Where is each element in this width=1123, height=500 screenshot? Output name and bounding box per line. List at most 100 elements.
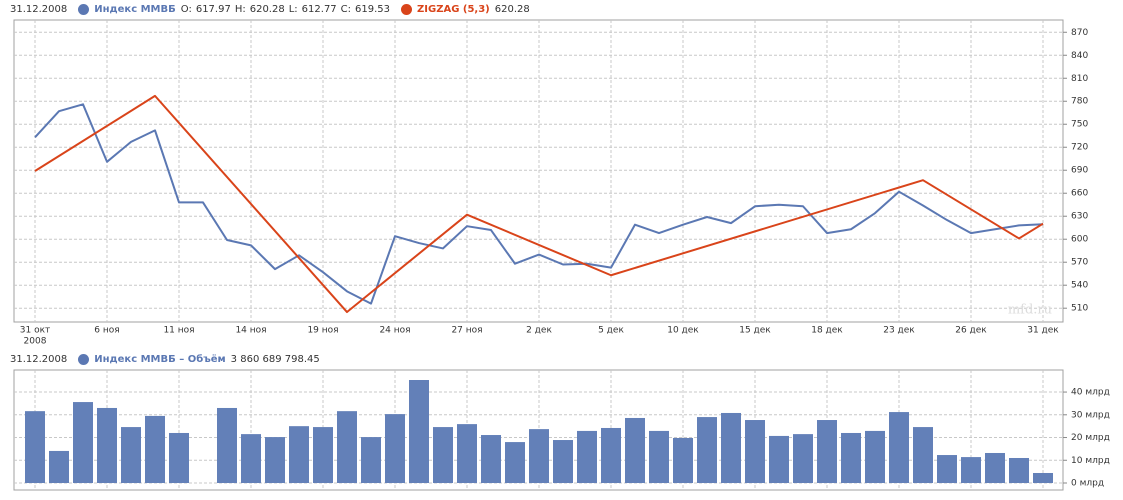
ohlc-label: C: <box>340 4 352 15</box>
ohlc-value: 617.97 <box>195 4 231 15</box>
x-tick-label: 31 дек <box>1027 326 1059 336</box>
x-tick-label: 15 дек <box>739 326 771 336</box>
ohlc-label: H: <box>234 4 246 15</box>
bar <box>817 420 837 483</box>
bar <box>625 417 645 483</box>
bar <box>961 457 981 483</box>
y-tick-label: 870 <box>1071 28 1088 38</box>
bar <box>97 407 117 483</box>
x-tick-label: 24 ноя <box>379 326 410 336</box>
bar <box>385 414 405 483</box>
legend-label: ZIGZAG (5,3) <box>417 4 490 15</box>
bar <box>1009 457 1029 483</box>
bar <box>313 427 333 483</box>
y-tick-label: 540 <box>1071 281 1088 291</box>
x-tick-label: 10 дек <box>667 326 699 336</box>
ohlc: O: 617.97 H: 620.28 L: 612.77 C: 619.53 <box>181 4 390 15</box>
bar <box>769 435 789 483</box>
bar <box>217 407 237 483</box>
total: 3 860 689 798.45 <box>230 354 320 365</box>
bar <box>409 380 429 483</box>
y-tick-label: 570 <box>1071 258 1088 268</box>
bar <box>289 426 309 483</box>
y-tick-label: 600 <box>1071 235 1088 245</box>
x-tick-label: 14 ноя <box>235 326 266 336</box>
y-tick-label: 690 <box>1071 166 1088 176</box>
y-tick-label: 30 млрд <box>1071 410 1110 420</box>
bar <box>49 450 69 483</box>
ohlc-value: 612.77 <box>301 4 337 15</box>
bar <box>985 452 1005 483</box>
bar <box>553 440 573 483</box>
bar <box>745 420 765 483</box>
legend-label: Индекс ММВБ – Объём <box>94 354 226 365</box>
legend-label: Индекс ММВБ <box>94 4 176 15</box>
x-tick-label: 11 ноя <box>163 326 194 336</box>
bar <box>937 455 957 483</box>
x-tick-label: 26 дек <box>955 326 987 336</box>
bar <box>601 427 621 483</box>
bar <box>673 437 693 483</box>
bar <box>337 411 357 483</box>
legend-dot <box>78 4 90 15</box>
y-tick-label: 20 млрд <box>1071 433 1110 443</box>
y-tick-label: 630 <box>1071 212 1088 222</box>
bar <box>913 427 933 483</box>
watermark: mfd.ru <box>1008 303 1052 318</box>
bar <box>1033 472 1053 483</box>
bar <box>265 437 285 483</box>
y-tick-label: 660 <box>1071 189 1088 199</box>
bar <box>889 412 909 483</box>
zigzag-line <box>34 94 1044 314</box>
y-tick-label: 780 <box>1071 97 1088 107</box>
bar <box>145 415 165 483</box>
x-tick-label: 2 дек <box>526 326 552 336</box>
x-tick-label: 31 окт <box>20 326 51 336</box>
y-tick-label: 0 млрд <box>1071 479 1104 489</box>
bar <box>433 427 453 483</box>
x-tick-label: 27 ноя <box>451 326 482 336</box>
y-tick-label: 840 <box>1071 51 1088 61</box>
x-tick-label: 6 ноя <box>94 326 119 336</box>
ohlc-label: L: <box>288 4 298 15</box>
bar <box>649 430 669 483</box>
date: 31.12.2008 <box>10 354 68 365</box>
x-tick-sublabel: 2008 <box>24 337 47 347</box>
bar <box>481 435 501 483</box>
bar <box>241 434 261 483</box>
ohlc-label: O: <box>180 4 192 15</box>
last-value: 620.28 <box>494 4 530 15</box>
y-tick-label: 10 млрд <box>1071 456 1110 466</box>
bar <box>361 437 381 483</box>
price-header: 31.12.2008 Индекс ММВБ O: 617.97 H: 620.28 L… <box>10 4 530 15</box>
bar <box>73 402 93 483</box>
x-tick-label: 19 ноя <box>307 326 338 336</box>
bar <box>121 427 141 483</box>
bar <box>529 429 549 483</box>
bar <box>25 411 45 483</box>
x-tick-label: 23 дек <box>883 326 915 336</box>
volume-header: 31.12.2008 Индекс ММВБ – Объём 3 860 689… <box>10 354 320 365</box>
y-tick-label: 510 <box>1071 304 1088 314</box>
price-line <box>34 103 1044 305</box>
ohlc-value: 619.53 <box>355 4 391 15</box>
bar <box>841 432 861 483</box>
bar <box>793 434 813 483</box>
x-tick-label: 18 дек <box>811 326 843 336</box>
ohlc-value: 620.28 <box>249 4 285 15</box>
bar <box>577 430 597 483</box>
bar <box>505 442 525 483</box>
bar <box>697 417 717 483</box>
bar <box>721 412 741 483</box>
y-tick-label: 810 <box>1071 74 1088 84</box>
legend-dot <box>78 354 90 365</box>
x-tick-label: 5 дек <box>598 326 624 336</box>
date: 31.12.2008 <box>10 4 68 15</box>
bar <box>169 432 189 483</box>
y-tick-label: 40 млрд <box>1071 388 1110 398</box>
y-tick-label: 750 <box>1071 120 1088 130</box>
bar <box>865 430 885 483</box>
y-tick-label: 720 <box>1071 143 1088 153</box>
